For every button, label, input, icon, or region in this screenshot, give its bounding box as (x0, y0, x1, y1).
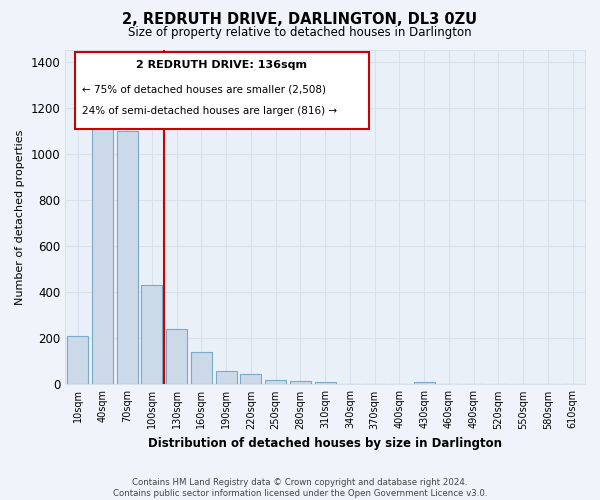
Bar (141, 286, 163, 384)
Bar (166, 329, 187, 384)
Bar (215, 370, 236, 384)
Text: 2, REDRUTH DRIVE, DARLINGTON, DL3 0ZU: 2, REDRUTH DRIVE, DARLINGTON, DL3 0ZU (122, 12, 478, 28)
Text: Contains HM Land Registry data © Crown copyright and database right 2024.
Contai: Contains HM Land Registry data © Crown c… (113, 478, 487, 498)
Bar (191, 352, 212, 384)
Bar (241, 374, 262, 384)
Text: 2 REDRUTH DRIVE: 136sqm: 2 REDRUTH DRIVE: 136sqm (137, 60, 308, 70)
Text: ← 75% of detached houses are smaller (2,508): ← 75% of detached houses are smaller (2,… (82, 84, 326, 94)
Bar (92, 126, 113, 384)
Bar (116, 130, 137, 384)
Bar (67, 336, 88, 384)
Text: 24% of semi-detached houses are larger (816) →: 24% of semi-detached houses are larger (… (82, 106, 337, 116)
Bar (290, 381, 311, 384)
Bar (413, 382, 434, 384)
Y-axis label: Number of detached properties: Number of detached properties (15, 130, 25, 305)
Bar (314, 382, 335, 384)
Text: Size of property relative to detached houses in Darlington: Size of property relative to detached ho… (128, 26, 472, 39)
X-axis label: Distribution of detached houses by size in Darlington: Distribution of detached houses by size … (148, 437, 502, 450)
Bar (265, 380, 286, 384)
